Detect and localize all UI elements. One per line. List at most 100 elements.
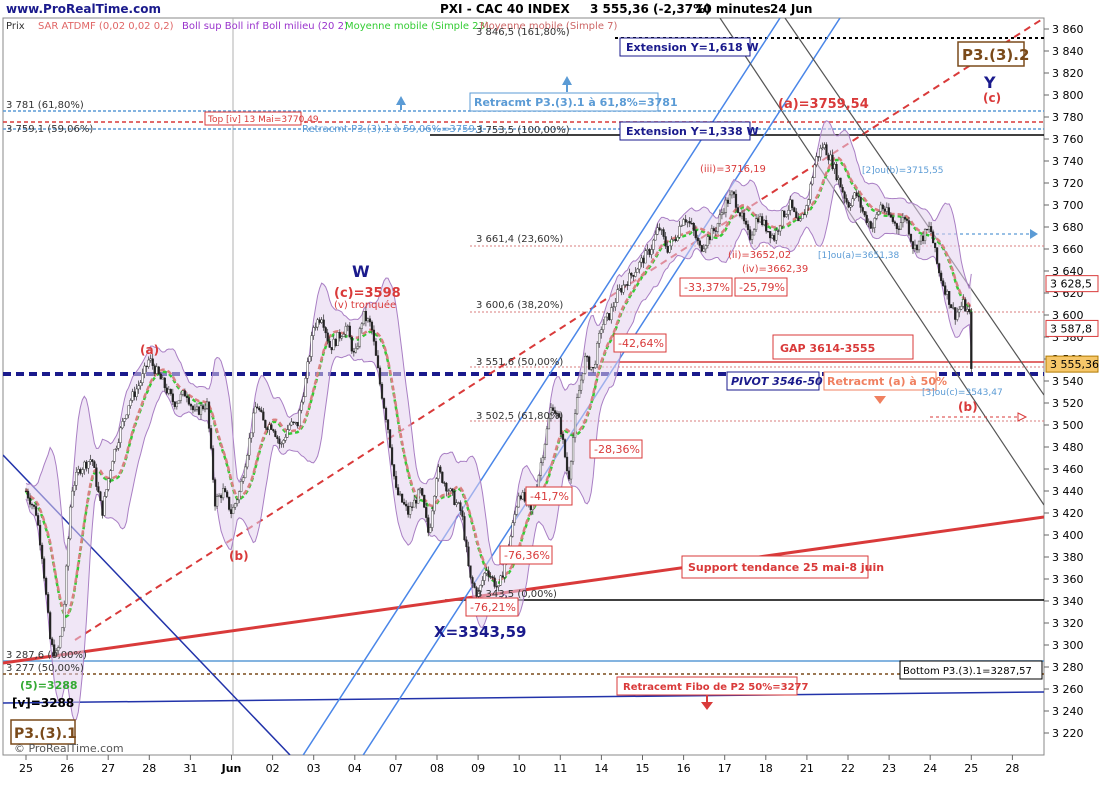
candle-body xyxy=(859,196,862,208)
candle-body xyxy=(364,311,368,322)
candle-body xyxy=(545,428,549,445)
y-tick-label: 3 760 xyxy=(1052,133,1084,146)
candle-body xyxy=(604,316,607,325)
candle-body xyxy=(376,355,380,369)
fibo-label-38: 3 600,6 (38,20%) xyxy=(476,300,563,311)
y-tick-label: 3 740 xyxy=(1052,155,1084,168)
candle-body xyxy=(75,472,78,486)
candle-body xyxy=(32,504,36,507)
legend-bollinger: Boll sup Boll inf Boll milieu (20 2) xyxy=(182,21,348,32)
candle-body xyxy=(123,418,126,422)
candle-body xyxy=(726,199,730,204)
candle-body xyxy=(473,583,476,588)
candle-body xyxy=(308,356,311,363)
candle-body xyxy=(189,404,193,407)
candle-body xyxy=(199,405,203,415)
candle-body xyxy=(101,500,104,516)
candle-body xyxy=(394,475,398,488)
candle-body xyxy=(523,492,526,502)
candle-body xyxy=(742,212,746,222)
candle-body xyxy=(839,177,842,188)
candle-body xyxy=(386,419,390,430)
fibo-label-59: 3 759,1 (59,06%) xyxy=(6,124,93,135)
candle-body xyxy=(195,406,199,410)
candle-body xyxy=(716,223,719,232)
candle-body xyxy=(268,424,271,431)
price-label: Prix xyxy=(6,21,25,32)
x-tick-label: 22 xyxy=(841,762,855,775)
candle-body xyxy=(266,427,269,431)
candle-body xyxy=(322,319,325,328)
candle-body xyxy=(356,345,359,349)
candle-body xyxy=(718,214,721,224)
candle-body xyxy=(628,272,631,286)
candle-body xyxy=(698,240,701,246)
candle-body xyxy=(950,304,953,309)
candle-body xyxy=(207,401,211,429)
x-axis: 25 26 27 28 31 Jun 02 03 04 07 08 09 10 11 14 15 16 17 18 2… xyxy=(19,755,1019,775)
candle-body xyxy=(893,221,896,224)
candle-body xyxy=(320,319,323,323)
candle-body xyxy=(853,192,856,199)
candle-body xyxy=(316,319,319,328)
candle-body xyxy=(105,489,108,497)
y-tick-label: 3 660 xyxy=(1052,243,1084,256)
candle-body xyxy=(234,503,237,508)
candle-body xyxy=(425,507,428,518)
candle-body xyxy=(889,214,892,218)
candle-body xyxy=(459,502,462,511)
candle-body xyxy=(53,644,56,657)
pct-box-6 xyxy=(499,545,553,565)
candle-body xyxy=(861,207,864,212)
candle-body xyxy=(819,148,822,158)
candle-body xyxy=(467,546,470,567)
price-tag-label: 3 587,8 xyxy=(1050,322,1092,335)
candle-body xyxy=(185,396,189,398)
candle-body xyxy=(67,538,70,567)
candle-body xyxy=(73,485,76,492)
candle-body xyxy=(423,495,426,508)
candle-body xyxy=(513,514,516,523)
candle-body xyxy=(728,194,732,204)
y-tick-label: 3 380 xyxy=(1052,551,1084,564)
candle-body xyxy=(338,332,341,339)
candle-body xyxy=(119,427,122,443)
x-tick-label: 07 xyxy=(389,762,403,775)
wave-2b-label: [2]ou(b)=3715,55 xyxy=(862,166,943,176)
candle-body xyxy=(71,490,74,508)
price-tags: 3 628,5 3 587,8 3 555,36 xyxy=(1045,275,1099,373)
x-tick-label: 28 xyxy=(1005,762,1019,775)
candle-body xyxy=(222,488,225,499)
p332-label: P3.(3).2 xyxy=(962,46,1029,64)
wave-a-top-label: (a)=3759,54 xyxy=(778,97,869,112)
candle-body xyxy=(646,249,649,251)
candle-body xyxy=(141,373,144,383)
candle-body xyxy=(765,220,768,232)
candle-body xyxy=(469,565,472,578)
candle-body xyxy=(620,288,623,293)
candle-body xyxy=(242,477,245,482)
candle-body xyxy=(449,488,452,492)
candle-body xyxy=(163,377,166,389)
candle-body xyxy=(256,406,259,409)
candle-body xyxy=(487,570,490,577)
candle-body xyxy=(720,212,724,216)
candle-body xyxy=(107,478,110,490)
candle-body xyxy=(933,242,937,248)
candle-body xyxy=(682,219,685,226)
period-label: 10 minutes xyxy=(695,2,771,16)
y-tick-label: 3 280 xyxy=(1052,661,1084,674)
y-tick-label: 3 320 xyxy=(1052,617,1084,630)
x-tick-label: 03 xyxy=(307,762,321,775)
pct-box-4 xyxy=(589,439,643,459)
candle-body xyxy=(405,503,408,507)
wave-y-label: Y xyxy=(983,73,996,92)
candle-body xyxy=(813,164,816,178)
candle-body xyxy=(539,462,542,476)
candle-body xyxy=(849,205,852,208)
down-arrow-icon xyxy=(701,702,713,710)
candle-body xyxy=(445,483,448,492)
candle-body xyxy=(865,214,868,224)
candle-body xyxy=(300,401,303,411)
candle-body xyxy=(431,510,434,528)
